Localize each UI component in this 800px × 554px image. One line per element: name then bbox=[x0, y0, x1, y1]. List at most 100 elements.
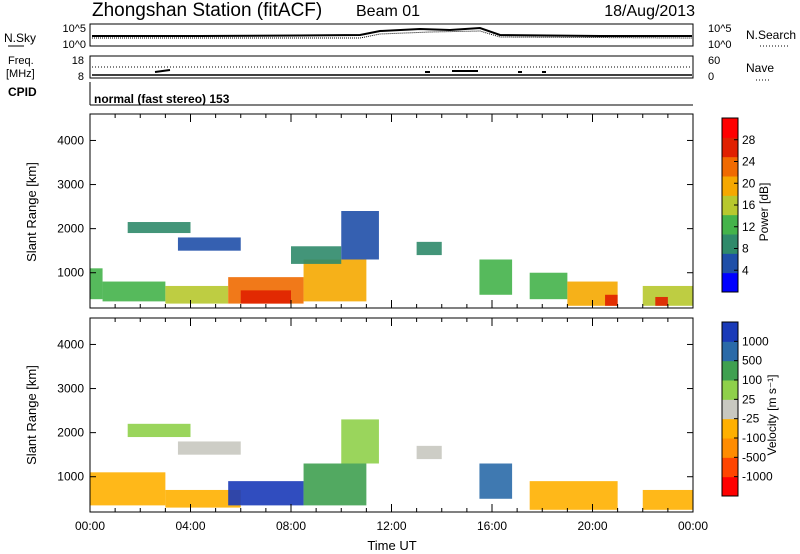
colorbar-swatch-8 bbox=[722, 322, 738, 342]
colorbar-tick-label-1: 8 bbox=[742, 242, 749, 256]
nave-label: Nave bbox=[746, 61, 774, 75]
nsky-label: N.Sky bbox=[4, 31, 36, 45]
colorbar-tick-label-3: 16 bbox=[742, 198, 756, 212]
colorbar-swatch-5 bbox=[722, 380, 738, 400]
colorbar-swatch-4 bbox=[722, 399, 738, 420]
nsearch-line bbox=[92, 30, 693, 39]
power-region-7 bbox=[303, 259, 367, 302]
velocity-region-6 bbox=[341, 419, 379, 464]
power-panel: 1000 2000 3000 4000 Slant Range [km] 4 8 12 16… bbox=[24, 113, 771, 309]
y-tick-label-1: 2000 bbox=[57, 426, 84, 440]
x-tick-label-4: 16:00 bbox=[477, 519, 507, 533]
noise-panel: N.Sky 10^5 10^0 N.Search 10^5 10^0 bbox=[4, 23, 796, 51]
cpid-panel: CPID normal (fast stereo) 153 bbox=[8, 82, 693, 106]
freq-label-1: Freq. bbox=[8, 55, 34, 67]
colorbar-tick-label-2: -100 bbox=[742, 431, 766, 445]
colorbar-swatch-6 bbox=[722, 156, 738, 177]
power-region-10 bbox=[416, 241, 442, 256]
colorbar-tick-label-5: 100 bbox=[742, 373, 762, 387]
power-region-8 bbox=[291, 246, 342, 264]
freq-top-tick: 18 bbox=[72, 55, 84, 67]
power-data bbox=[90, 211, 693, 306]
power-region-1 bbox=[102, 281, 166, 302]
power-region-6 bbox=[240, 290, 291, 304]
nave-bottom-tick: 0 bbox=[708, 71, 714, 83]
power-y-ticks: 1000 2000 3000 4000 bbox=[57, 133, 693, 280]
y-tick-label-3: 4000 bbox=[57, 337, 84, 351]
y-tick-label-1: 2000 bbox=[57, 222, 84, 236]
colorbar-frame bbox=[721, 321, 739, 497]
colorbar-tick-label-2: 12 bbox=[742, 220, 756, 234]
nsky-bottom-tick: 10^0 bbox=[62, 39, 86, 51]
velocity-colorbar: -1000 -500 -100 -25 25 100 500 1000 bbox=[721, 321, 773, 497]
colorbar-swatch-2 bbox=[722, 438, 738, 458]
power-region-16 bbox=[655, 296, 668, 306]
power-colorbar-label: Power [dB] bbox=[757, 183, 771, 242]
colorbar-swatch-3 bbox=[722, 418, 738, 439]
y-tick-label-0: 1000 bbox=[57, 470, 84, 484]
colorbar-swatch-3 bbox=[722, 214, 738, 235]
y-tick-label-2: 3000 bbox=[57, 382, 84, 396]
velocity-region-2 bbox=[177, 441, 241, 455]
velocity-data bbox=[90, 419, 693, 510]
colorbar-swatch-1 bbox=[722, 253, 738, 274]
colorbar-tick-label-3: -25 bbox=[742, 412, 760, 426]
nsky-line bbox=[92, 26, 692, 37]
colorbar-swatch-7 bbox=[722, 341, 738, 362]
colorbar-swatch-1 bbox=[722, 457, 738, 478]
nsky-top-tick: 10^5 bbox=[62, 23, 86, 35]
colorbar-tick-label-0: -1000 bbox=[742, 470, 773, 484]
power-region-3 bbox=[177, 237, 241, 251]
freq-label-2: [MHz] bbox=[6, 68, 35, 80]
power-region-9 bbox=[341, 211, 379, 260]
power-colorbar: 4 8 12 16 20 24 28 bbox=[721, 117, 756, 293]
x-tick-label-5: 20:00 bbox=[577, 519, 607, 533]
power-region-0 bbox=[90, 268, 103, 300]
colorbar-tick-label-6: 500 bbox=[742, 354, 762, 368]
y-tick-label-2: 3000 bbox=[57, 178, 84, 192]
colorbar-swatch-0 bbox=[722, 476, 738, 497]
colorbar-tick-label-1: -500 bbox=[742, 450, 766, 464]
colorbar-tick-label-0: 4 bbox=[742, 263, 749, 277]
cpid-label: CPID bbox=[8, 85, 37, 99]
station-title: Zhongshan Station (fitACF) bbox=[92, 0, 322, 21]
x-tick-label-2: 08:00 bbox=[276, 519, 306, 533]
beam-label: Beam 01 bbox=[356, 3, 420, 20]
nsearch-bottom-tick: 10^0 bbox=[708, 39, 732, 51]
colorbar-swatch-6 bbox=[722, 360, 738, 381]
velocity-region-7 bbox=[416, 445, 442, 460]
x-tick-label-1: 04:00 bbox=[175, 519, 205, 533]
colorbar-tick-label-6: 28 bbox=[742, 133, 756, 147]
y-tick-label-0: 1000 bbox=[57, 266, 84, 280]
y-tick-label-3: 4000 bbox=[57, 133, 84, 147]
freq-bottom-tick: 8 bbox=[78, 71, 84, 83]
velocity-region-0 bbox=[90, 472, 166, 506]
colorbar-tick-label-7: 1000 bbox=[742, 334, 769, 348]
power-ylabel: Slant Range [km] bbox=[24, 162, 39, 262]
colorbar-swatch-5 bbox=[722, 176, 738, 196]
velocity-region-3 bbox=[165, 489, 241, 508]
freq-panel: Freq. [MHz] 18 8 Nave 60 0 bbox=[6, 55, 774, 83]
x-tick-label-3: 12:00 bbox=[376, 519, 406, 533]
colorbar-swatch-2 bbox=[722, 234, 738, 254]
nave-dips bbox=[154, 69, 546, 73]
velocity-panel: 1000 2000 3000 4000 00:00 04:00 08:00 12:00 16:… bbox=[24, 317, 779, 553]
time-axis-label: Time UT bbox=[367, 538, 416, 553]
colorbar-swatch-4 bbox=[722, 195, 738, 216]
x-tick-label-6: 00:00 bbox=[678, 519, 708, 533]
power-region-4 bbox=[165, 285, 229, 304]
nave-top-tick: 60 bbox=[708, 55, 720, 67]
colorbar-tick-label-4: 20 bbox=[742, 176, 756, 190]
power-x-ticks bbox=[89, 114, 694, 308]
cpid-value: normal (fast stereo) 153 bbox=[94, 92, 230, 106]
velocity-region-8 bbox=[479, 463, 513, 499]
date-label: 18/Aug/2013 bbox=[604, 3, 695, 20]
colorbar-tick-label-4: 25 bbox=[742, 392, 756, 406]
velocity-x-ticks: 00:00 04:00 08:00 12:00 16:00 20:00 00:00 bbox=[75, 318, 708, 533]
velocity-region-10 bbox=[642, 489, 693, 510]
velocity-ylabel: Slant Range [km] bbox=[24, 365, 39, 465]
power-region-12 bbox=[529, 272, 568, 300]
velocity-y-ticks: 1000 2000 3000 4000 bbox=[57, 337, 693, 484]
power-region-2 bbox=[127, 222, 191, 234]
